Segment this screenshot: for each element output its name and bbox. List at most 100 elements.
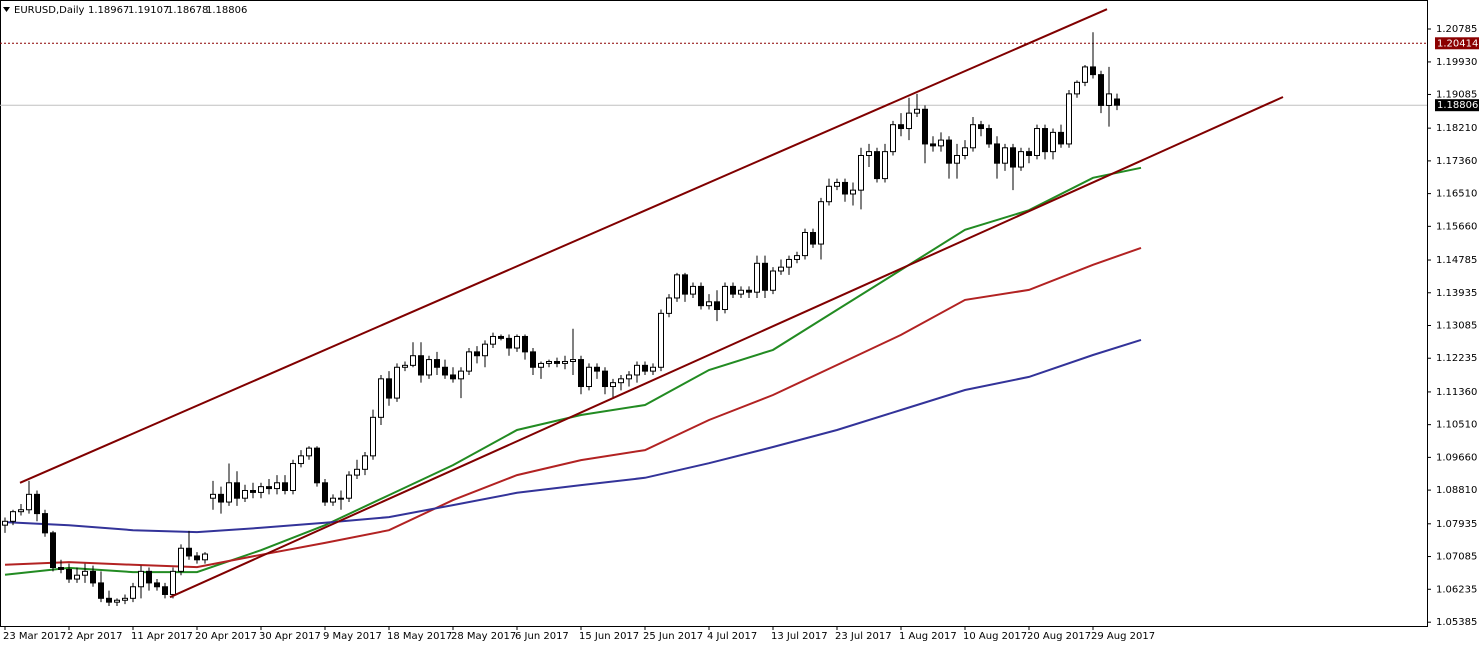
candle-body [450, 374, 456, 380]
candle-body [106, 597, 112, 603]
x-tick-label: 2 Apr 2017 [67, 631, 122, 642]
candle-body [338, 497, 344, 500]
candle-body [946, 139, 952, 164]
candle-body [722, 285, 728, 311]
candle-body [306, 447, 312, 457]
candle-body [442, 366, 448, 376]
candle-body [634, 364, 640, 376]
candle-body [138, 570, 144, 588]
candle-body [546, 360, 552, 364]
x-tick-label: 1 Aug 2017 [899, 631, 957, 642]
candle-body [594, 366, 600, 372]
candle-body [890, 124, 896, 153]
candle-body [530, 351, 536, 368]
candle-body [1002, 147, 1008, 164]
candle-body [770, 270, 776, 291]
x-tick-label: 30 Apr 2017 [259, 631, 321, 642]
candle-body [274, 482, 280, 490]
candle-body [90, 570, 96, 584]
candle-body [394, 366, 400, 399]
candle-body [402, 364, 408, 368]
candle-body [618, 378, 624, 384]
candle-body [330, 497, 336, 503]
candle-body [938, 139, 944, 147]
candle-body [514, 335, 520, 349]
candle-body [258, 486, 264, 493]
candle-body [490, 335, 496, 345]
candle-body [226, 482, 232, 503]
candle-body [786, 258, 792, 268]
y-tick-label: 1.07085 [1436, 552, 1477, 563]
candle-body [962, 147, 968, 156]
candle-body [866, 151, 872, 156]
candle-body [1106, 93, 1112, 106]
candle-body [906, 112, 912, 130]
candle-body [34, 493, 40, 515]
candle-body [162, 586, 168, 595]
x-tick-label: 25 Jun 2017 [643, 631, 703, 642]
candle-body [482, 343, 488, 357]
menu-arrow [3, 7, 10, 12]
candle-body [874, 151, 880, 180]
x-tick-label: 9 May 2017 [323, 631, 382, 642]
candle-body [346, 474, 352, 499]
candle-body [322, 482, 328, 503]
y-tick-label: 1.19085 [1436, 89, 1477, 100]
trendline [169, 96, 1284, 599]
candle-body [234, 482, 240, 499]
candle-body [810, 232, 816, 245]
candle-body [762, 262, 768, 291]
candle-body [194, 555, 200, 561]
trendline [19, 8, 1108, 484]
candle-body [666, 297, 672, 314]
candle-body [250, 489, 256, 493]
candle-body [850, 189, 856, 195]
candle-body [266, 486, 272, 490]
y-tick-label: 1.18210 [1436, 123, 1477, 134]
candle-body [706, 301, 712, 307]
candle-body [522, 335, 528, 353]
x-tick-label: 15 Jun 2017 [579, 631, 639, 642]
candle-body [210, 493, 216, 499]
candle-body [858, 154, 864, 191]
price-label-box [1435, 37, 1479, 50]
candle-body [754, 262, 760, 293]
candle-body [18, 509, 24, 513]
candle-body [178, 547, 184, 572]
candle-body [682, 274, 688, 295]
moving-average [4, 338, 1142, 534]
price-label-box [1435, 99, 1479, 112]
candle-body [1058, 131, 1064, 145]
candle-body [562, 360, 568, 364]
moving-average [4, 246, 1142, 569]
candle-body [626, 374, 632, 380]
candle-body [26, 493, 32, 511]
candle-body [1098, 74, 1104, 106]
candle-body [842, 181, 848, 195]
y-tick-label: 1.19930 [1436, 57, 1477, 68]
x-tick-label: 29 Aug 2017 [1091, 631, 1155, 642]
candle-body [282, 482, 288, 491]
moving-average [4, 166, 1142, 576]
candle-body [458, 370, 464, 380]
candle-body [642, 364, 648, 372]
x-tick-label: 10 Aug 2017 [963, 631, 1027, 642]
candle-body [50, 532, 56, 569]
candle-body [586, 366, 592, 388]
x-tick-label: 20 Apr 2017 [195, 631, 257, 642]
y-tick-label: 1.20785 [1436, 24, 1477, 35]
candle-body [538, 362, 544, 368]
candle-body [146, 570, 152, 584]
candle-body [578, 359, 584, 388]
candle-body [882, 151, 888, 180]
x-tick-label: 20 Aug 2017 [1027, 631, 1091, 642]
header-value: 1.18967 [88, 5, 129, 16]
candle-body [498, 335, 504, 339]
candle-body [1042, 128, 1048, 153]
candle-body [466, 351, 472, 372]
candle-body [1066, 93, 1072, 145]
y-tick-label: 1.06235 [1436, 584, 1477, 595]
candle-body [66, 568, 72, 580]
candle-body [1090, 66, 1096, 76]
header-value: 1.18678 [167, 5, 208, 16]
